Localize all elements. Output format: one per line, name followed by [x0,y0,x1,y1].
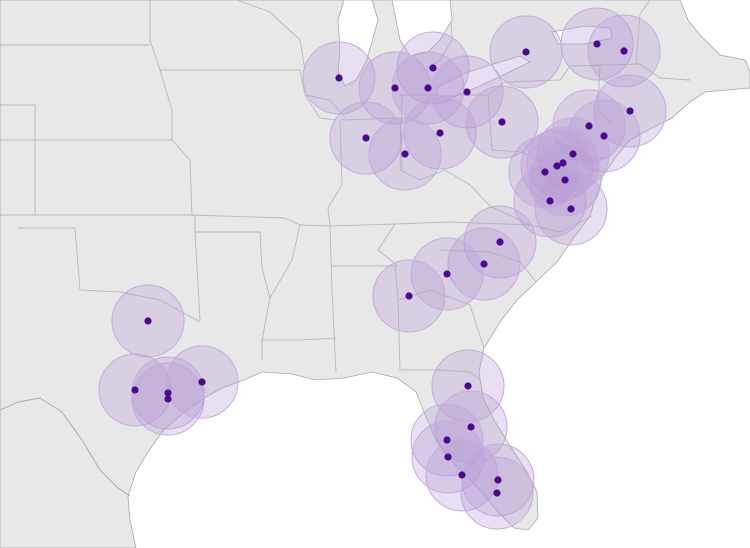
location-marker-grand-rapids[interactable] [429,64,437,72]
lake-ontario [551,25,613,45]
location-marker-lakeland[interactable] [458,471,466,479]
location-marker-houston-b[interactable] [198,378,206,386]
location-marker-richmond[interactable] [567,205,575,213]
location-marker-greensboro[interactable] [480,260,488,268]
location-marker-sarasota[interactable] [494,476,502,484]
location-marker-beaumont[interactable] [464,382,472,390]
location-marker-kalamazoo[interactable] [424,84,432,92]
location-markers [131,40,634,497]
location-marker-atlanta[interactable] [144,317,152,325]
location-marker-dc-metro[interactable] [546,197,554,205]
location-marker-cincinnati[interactable] [498,118,506,126]
state-borders [0,0,691,381]
location-marker-austin[interactable] [164,389,172,397]
location-marker-chicago[interactable] [335,74,343,82]
mexico-border [0,397,131,497]
location-marker-albany[interactable] [626,107,634,115]
location-marker-new-jersey[interactable] [569,150,577,158]
location-marker-baltimore[interactable] [553,162,561,170]
location-marker-houston-a[interactable] [164,395,172,403]
location-marker-harrisburg[interactable] [600,132,608,140]
location-marker-buffalo[interactable] [593,40,601,48]
location-marker-ann-arbor[interactable] [463,88,471,96]
location-marker-detroit-north[interactable] [391,84,399,92]
lake-michigan [337,0,379,87]
location-marker-toledo[interactable] [436,129,444,137]
location-marker-tampa[interactable] [444,453,452,461]
location-marker-jacksonville[interactable] [467,423,475,431]
lake-erie [435,55,531,97]
location-marker-fort-myers[interactable] [493,489,501,497]
great-lakes [337,0,613,97]
location-marker-dayton[interactable] [401,150,409,158]
location-marker-hartford[interactable] [585,122,593,130]
location-marker-cleveland[interactable] [522,48,530,56]
location-marker-dallas-north[interactable] [131,386,139,394]
location-marker-indianapolis[interactable] [362,134,370,142]
location-marker-charlotte[interactable] [443,270,451,278]
location-marker-miami[interactable] [541,168,549,176]
location-marker-orlando[interactable] [443,436,451,444]
location-marker-greenville[interactable] [405,292,413,300]
location-marker-albany-west[interactable] [620,47,628,55]
location-marker-washington[interactable] [559,159,567,167]
location-marker-west-palm[interactable] [561,176,569,184]
location-marker-norfolk[interactable] [496,238,504,246]
